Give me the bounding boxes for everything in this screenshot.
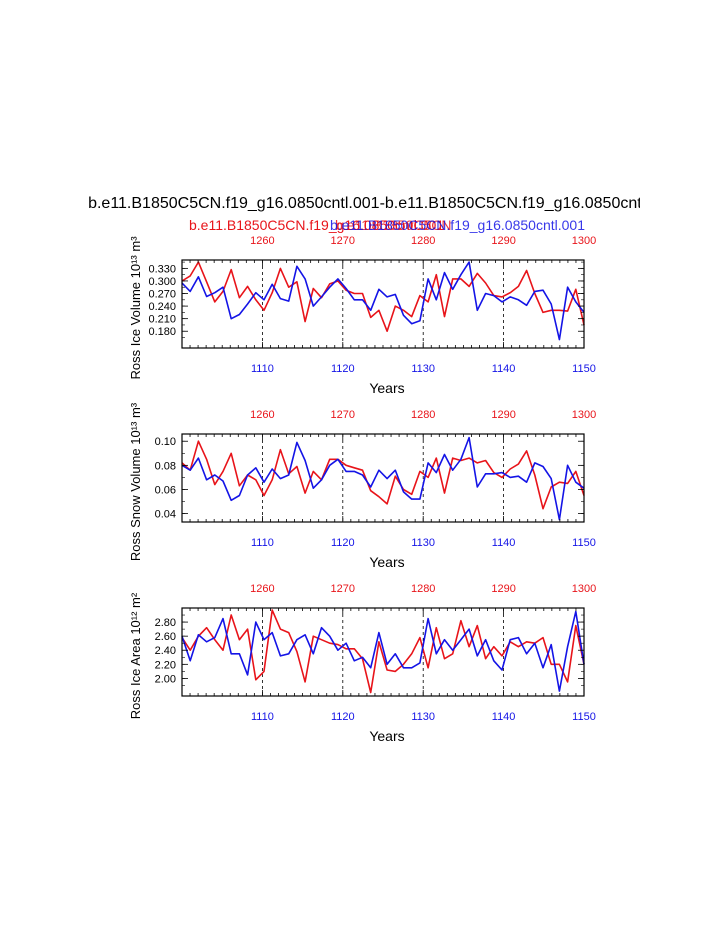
case-b-label: b.e11.B1850C5CN [335, 217, 451, 233]
plot-frame [181, 433, 585, 523]
y-tick-label: 0.270 [148, 289, 176, 301]
bottom-tick-label: 1140 [492, 711, 516, 723]
bottom-tick-label: 1130 [411, 711, 435, 723]
top-tick-label: 1260 [250, 409, 274, 421]
y-tick-label: 0.330 [148, 263, 176, 275]
series-line-red [181, 261, 585, 333]
top-tick-label: 1280 [411, 409, 435, 421]
top-tick-label: 1280 [411, 583, 435, 595]
bottom-tick-label: 1150 [572, 537, 596, 549]
y-axis-label: Ross Snow Volume 10¹³ m³ [128, 402, 143, 561]
y-tick-label: 0.10 [155, 436, 176, 448]
top-tick-label: 1270 [331, 583, 355, 595]
y-tick-label: 0.180 [148, 326, 176, 338]
bottom-tick-label: 1110 [251, 711, 274, 723]
series-line-red [181, 609, 585, 694]
y-tick-label: 2.00 [155, 673, 176, 685]
y-tick-label: 0.210 [148, 314, 176, 326]
top-tick-label: 1300 [572, 409, 596, 421]
y-axis-label: Ross Ice Volume 10¹³ m³ [128, 236, 143, 380]
bottom-tick-label: 1120 [331, 363, 355, 375]
series-line-blue [181, 261, 585, 341]
y-tick-label: 0.300 [148, 276, 176, 288]
series-line-blue [181, 610, 585, 692]
y-tick-label: 2.40 [155, 645, 176, 657]
top-tick-label: 1280 [411, 235, 435, 247]
y-tick-label: 0.08 [155, 460, 176, 472]
bottom-tick-label: 1140 [492, 537, 516, 549]
bottom-tick-label: 1130 [411, 537, 435, 549]
bottom-tick-label: 1120 [331, 537, 355, 549]
x-axis-label: Years [369, 380, 404, 396]
panel-2: 0.04 0.06 0.08 0.10 1110 1120 1130 1140 1150 1260… [128, 402, 596, 570]
x-axis-label: Years [369, 554, 404, 570]
x-axis-label: Years [369, 728, 404, 744]
y-axis-label: Ross Ice Area 10¹² m² [128, 592, 143, 719]
top-tick-label: 1260 [250, 235, 274, 247]
bottom-tick-label: 1130 [411, 363, 435, 375]
bottom-tick-label: 1140 [492, 363, 516, 375]
y-tick-label: 0.240 [148, 301, 176, 313]
bottom-tick-label: 1150 [572, 711, 596, 723]
top-tick-label: 1290 [491, 235, 515, 247]
bottom-tick-label: 1120 [331, 711, 355, 723]
series-line-red [181, 440, 585, 510]
y-tick-label: 2.80 [155, 617, 176, 629]
main-title: Mean b.e11.B1850C5CN.f19_g16.0850cntl.00… [44, 195, 677, 212]
plot-frame [181, 607, 585, 697]
top-tick-label: 1270 [331, 409, 355, 421]
top-tick-label: 1290 [491, 583, 515, 595]
case-a-label: b.e11.B1850C5CN.f19_g16.0850cntl.001 [189, 217, 444, 233]
bottom-tick-label: 1110 [251, 537, 274, 549]
bottom-tick-label: 1150 [572, 363, 596, 375]
y-tick-label: 2.20 [155, 659, 176, 671]
top-tick-label: 1290 [491, 409, 515, 421]
top-tick-label: 1260 [250, 583, 274, 595]
top-tick-label: 1300 [572, 583, 596, 595]
top-tick-label: 1300 [572, 235, 596, 247]
series-line-blue [181, 436, 585, 521]
case-c-label: b.e11.B1850C5CN.f19_g16.0850cntl.001 [330, 217, 585, 233]
panel-3: 2.00 2.20 2.40 2.60 2.80 1110 1120 1130 1140 1150… [128, 583, 596, 744]
bottom-tick-label: 1110 [251, 363, 274, 375]
y-tick-label: 2.60 [155, 631, 176, 643]
top-tick-label: 1270 [331, 235, 355, 247]
y-tick-label: 0.04 [155, 509, 176, 521]
y-tick-label: 0.06 [155, 484, 176, 496]
